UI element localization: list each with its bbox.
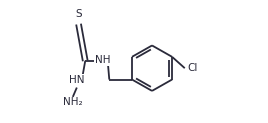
- Text: NH: NH: [95, 55, 110, 65]
- Text: NH₂: NH₂: [63, 97, 83, 107]
- Text: S: S: [75, 9, 82, 19]
- Text: HN: HN: [69, 75, 85, 85]
- Text: Cl: Cl: [187, 63, 198, 73]
